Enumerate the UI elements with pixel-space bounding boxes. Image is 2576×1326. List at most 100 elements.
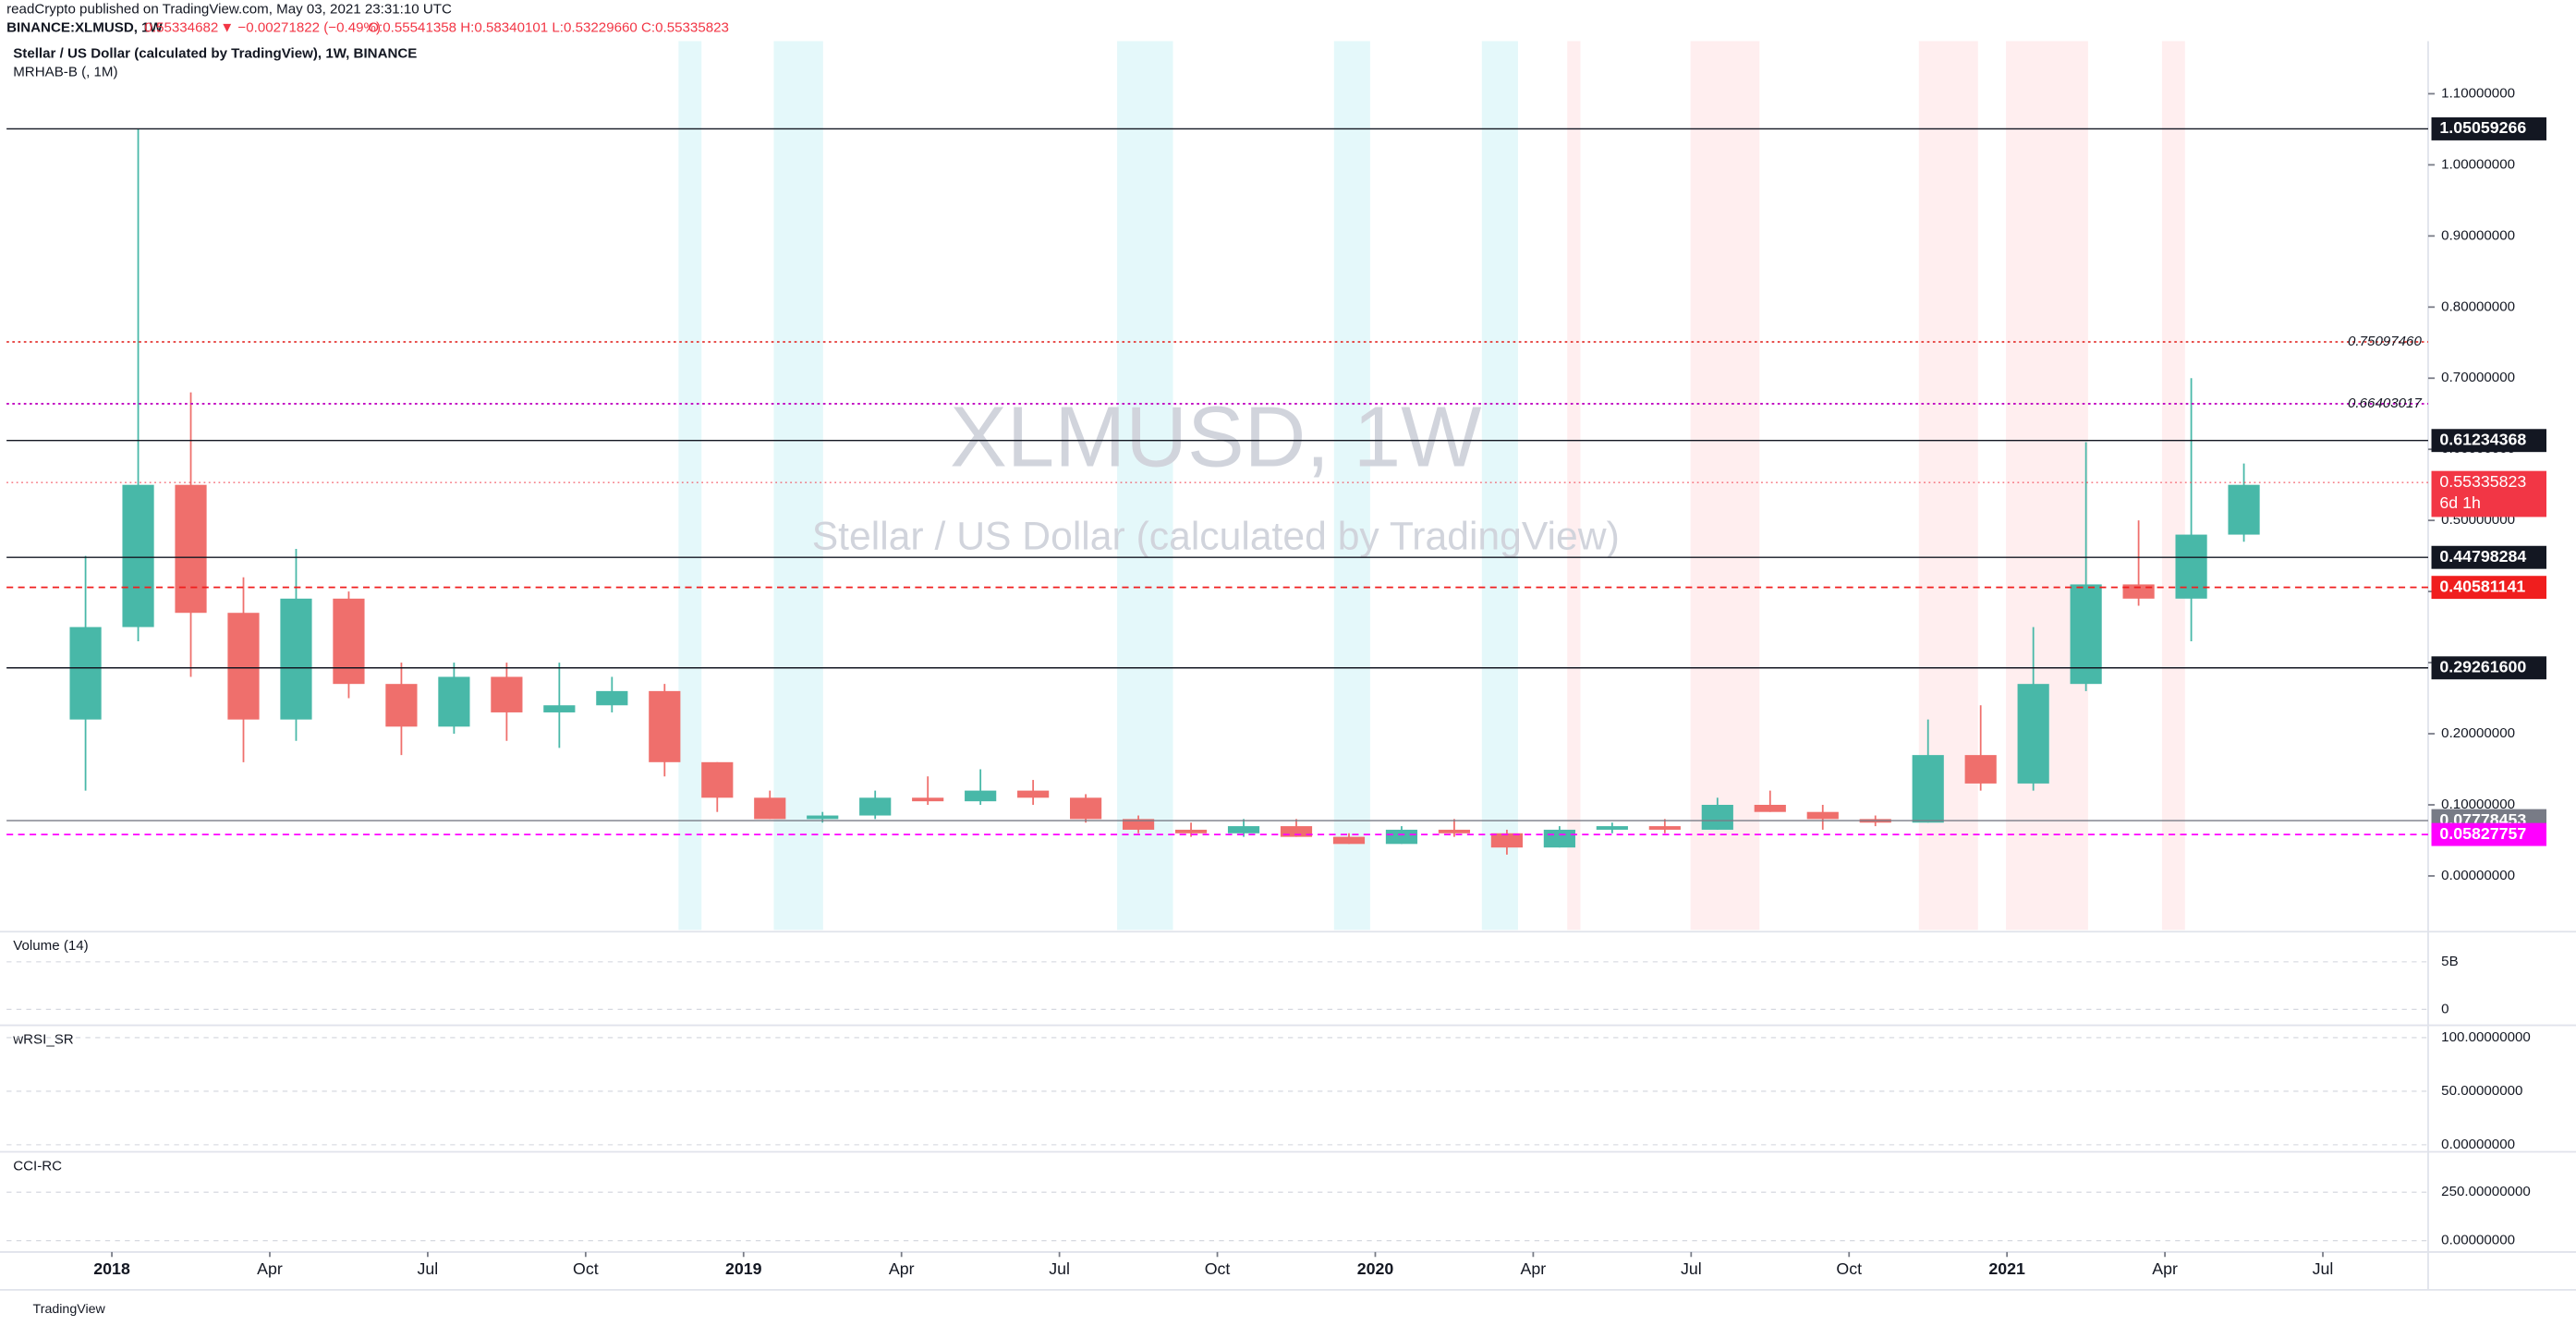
candle-body bbox=[543, 705, 576, 712]
candle-body bbox=[1806, 811, 1839, 820]
y-tick-label: 0.20000000 bbox=[2441, 725, 2515, 741]
last: 0.55334682 bbox=[144, 19, 218, 35]
candle-body bbox=[1385, 829, 1418, 845]
level-tag bbox=[2431, 822, 2546, 846]
level-tag bbox=[2431, 576, 2546, 600]
candle-body bbox=[649, 690, 681, 762]
candle-body bbox=[1122, 819, 1155, 830]
countdown: 6d 1h bbox=[2439, 493, 2480, 512]
y-tick-label: 0.80000000 bbox=[2441, 298, 2515, 314]
candle-body bbox=[1648, 826, 1681, 830]
y-tick-label: 1.00000000 bbox=[2441, 156, 2515, 172]
candle-body bbox=[333, 598, 365, 685]
candle-body bbox=[1280, 826, 1313, 837]
last-price-tag bbox=[2431, 470, 2546, 517]
x-tick-label: 2019 bbox=[725, 1259, 762, 1278]
x-tick-label: Jul bbox=[2313, 1259, 2334, 1278]
x-tick-label: Oct bbox=[1205, 1259, 1231, 1278]
level-label: 1.05059266 bbox=[2439, 118, 2526, 137]
x-tick-label: 2020 bbox=[1357, 1259, 1394, 1278]
candle-body bbox=[2175, 534, 2207, 599]
pane-tick-label: 100.00000000 bbox=[2441, 1029, 2531, 1045]
level-label: 0.61234368 bbox=[2439, 430, 2526, 448]
candle-body bbox=[385, 684, 418, 727]
x-tick-label: Oct bbox=[1836, 1259, 1862, 1278]
candle-body bbox=[2017, 684, 2049, 784]
candle-body bbox=[280, 598, 312, 720]
x-tick-label: Oct bbox=[573, 1259, 599, 1278]
pane-tick-label: 0.00000000 bbox=[2441, 1233, 2515, 1248]
candle-body bbox=[1017, 790, 1050, 798]
level-label: 0.29261600 bbox=[2439, 657, 2526, 675]
candle-body bbox=[701, 761, 734, 798]
pane-tick-label: 5B bbox=[2441, 954, 2458, 969]
ohlc: O:0.55541358 H:0.58340101 L:0.53229660 C… bbox=[368, 19, 729, 35]
candle-body bbox=[2122, 584, 2155, 599]
candle-body bbox=[1912, 755, 1944, 823]
candle-body bbox=[1701, 804, 1733, 830]
pane-borders bbox=[0, 41, 2576, 1291]
level-label: 0.75097460 bbox=[2348, 334, 2422, 349]
candle-body bbox=[491, 676, 523, 712]
y-tick-label: 0.00000000 bbox=[2441, 868, 2515, 883]
level-tag bbox=[2431, 429, 2546, 453]
candle-body bbox=[438, 676, 470, 727]
x-tick-label: 2021 bbox=[1988, 1259, 2025, 1278]
pane-tick-label: 50.00000000 bbox=[2441, 1083, 2522, 1099]
pane-tick-label: 0.00000000 bbox=[2441, 1137, 2515, 1152]
candle-body bbox=[69, 627, 102, 720]
x-tick-label: Jul bbox=[418, 1259, 439, 1278]
pane-title: wRSI_SR bbox=[12, 1032, 74, 1048]
publisher: readCrypto published on TradingView.com,… bbox=[6, 2, 452, 18]
candle-body bbox=[965, 790, 997, 802]
pane-tick-label: 0 bbox=[2441, 1001, 2448, 1016]
x-tick-label: Apr bbox=[2152, 1259, 2178, 1278]
candle-body bbox=[1332, 836, 1366, 845]
watermark-subtitle: Stellar / US Dollar (calculated by Tradi… bbox=[812, 515, 1620, 559]
candle-body bbox=[754, 797, 786, 820]
candle-body bbox=[1227, 826, 1260, 833]
x-tick-label: Apr bbox=[889, 1259, 915, 1278]
y-tick-label: 0.10000000 bbox=[2441, 797, 2515, 812]
level-label: 0.66403017 bbox=[2348, 395, 2422, 411]
y-tick-label: 1.10000000 bbox=[2441, 85, 2515, 101]
candle-body bbox=[596, 690, 628, 706]
pane-tick-label: 250.00000000 bbox=[2441, 1184, 2531, 1199]
indicator-title: MRHAB-B (, 1M) bbox=[13, 64, 117, 79]
candle-body bbox=[122, 484, 154, 627]
footer: TradingView bbox=[33, 1302, 106, 1317]
x-tick-label: Jul bbox=[1049, 1259, 1070, 1278]
symbol: BINANCE:XLMUSD, 1W bbox=[6, 19, 163, 35]
candle-body bbox=[859, 797, 892, 816]
level-label: 0.40581141 bbox=[2439, 577, 2525, 595]
candle-body bbox=[1754, 804, 1786, 812]
x-tick-label: 2018 bbox=[93, 1259, 130, 1278]
x-tick-label: Apr bbox=[257, 1259, 283, 1278]
x-tick-label: Jul bbox=[1681, 1259, 1702, 1278]
candle-body bbox=[2070, 584, 2102, 685]
level-tag bbox=[2431, 545, 2546, 569]
candle-body bbox=[227, 613, 260, 720]
candle-body bbox=[1174, 829, 1208, 833]
x-tick-label: Apr bbox=[1521, 1259, 1547, 1278]
watermark: XLMUSD, 1W bbox=[950, 389, 1481, 485]
candle-body bbox=[1543, 829, 1575, 848]
candle-body bbox=[807, 815, 839, 820]
candle-body bbox=[1070, 797, 1102, 820]
pane-title: CCI-RC bbox=[13, 1158, 62, 1174]
pane-title: Stellar / US Dollar (calculated by Tradi… bbox=[13, 46, 417, 62]
candle-body bbox=[1490, 833, 1523, 848]
y-tick-label: 0.90000000 bbox=[2441, 227, 2515, 243]
candle-body bbox=[1596, 826, 1628, 830]
last-price-label: 0.55335823 bbox=[2439, 472, 2526, 491]
level-tag bbox=[2431, 117, 2546, 140]
level-tag bbox=[2431, 656, 2546, 680]
level-label: 0.44798284 bbox=[2439, 547, 2526, 566]
change: ▼ −0.00271822 (−0.49%) bbox=[220, 19, 381, 35]
level-label: 0.05827757 bbox=[2439, 824, 2526, 843]
candle-body bbox=[1964, 755, 1997, 784]
candle-body bbox=[2228, 484, 2260, 535]
candle-body bbox=[912, 797, 944, 802]
